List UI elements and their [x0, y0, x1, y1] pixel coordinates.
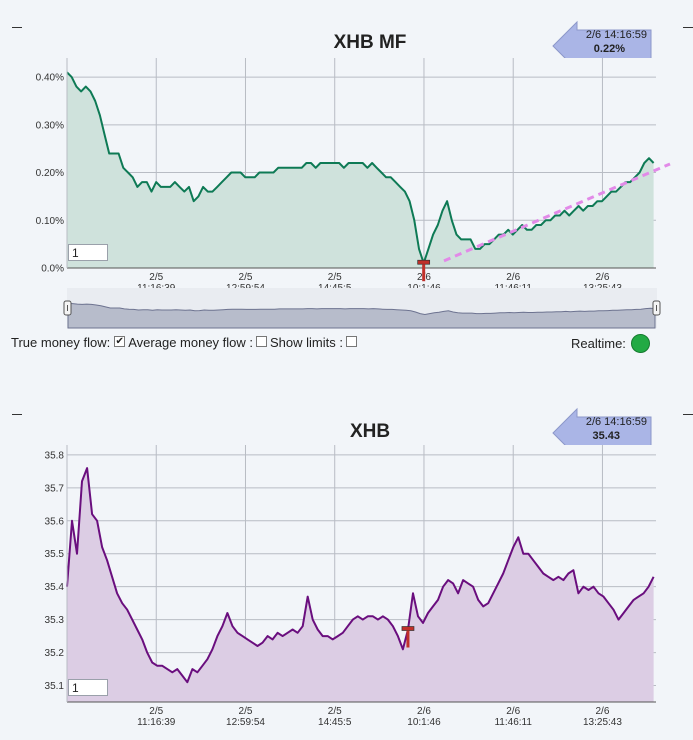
price-y-tick-label: 35.1 — [45, 681, 65, 692]
navigator[interactable] — [0, 288, 693, 329]
mf-period-input[interactable]: 1 — [68, 244, 108, 261]
mf-plot-area: 0.0%0.10%0.20%0.30%0.40%2/511:16:392/512… — [36, 58, 671, 294]
price-y-tick-label: 35.2 — [45, 648, 65, 659]
price-callout-time: 2/6 14:16:59 — [586, 416, 647, 428]
price-x-tick-date: 2/6 — [596, 706, 610, 717]
mf-x-tick-date: 2/6 — [506, 272, 520, 283]
corner-dash — [12, 27, 22, 28]
navigator-series — [67, 302, 656, 329]
price-x-tick-date: 2/6 — [506, 706, 520, 717]
mf-y-tick-label: 0.30% — [36, 120, 64, 131]
show-limits-label: Show limits : — [270, 335, 343, 350]
true-money-flow-checkbox[interactable]: ✔ — [114, 336, 126, 347]
price-event-marker[interactable] — [401, 626, 415, 648]
corner-dash — [12, 414, 22, 415]
price-callout-value: 35.43 — [592, 430, 620, 442]
price-x-tick-time: 12:59:54 — [226, 717, 265, 728]
price-chart-title: XHB — [349, 421, 391, 442]
mf-callout-value: 0.22% — [594, 43, 625, 55]
mf-y-tick-label: 0.40% — [36, 73, 64, 84]
price-series-line — [66, 467, 655, 684]
mf-x-tick-date: 2/5 — [328, 272, 342, 283]
price-y-tick-label: 35.4 — [45, 582, 65, 593]
mf-event-marker[interactable] — [417, 259, 431, 282]
mf-chart-title: XHB MF — [333, 32, 407, 53]
price-y-tick-label: 35.8 — [45, 450, 65, 461]
price-x-tick-time: 14:45:5 — [318, 717, 352, 728]
mf-x-tick-date: 2/5 — [239, 272, 253, 283]
price-period-input[interactable]: 1 — [68, 679, 108, 696]
price-plot-area: 35.135.235.335.435.535.635.735.82/511:16… — [45, 445, 656, 728]
mf-y-tick-label: 0.10% — [36, 216, 64, 227]
mf-series-line — [66, 71, 655, 265]
realtime-status-icon[interactable] — [630, 334, 650, 353]
mf-y-tick-label: 0.0% — [41, 264, 64, 275]
price-x-tick-time: 11:46:11 — [494, 717, 532, 728]
price-x-tick-date: 2/5 — [328, 706, 342, 717]
price-x-tick-time: 13:25:43 — [583, 717, 622, 728]
price-x-tick-time: 11:16:39 — [137, 717, 176, 728]
mf-x-tick-date: 2/5 — [149, 272, 163, 283]
mf-x-tick-date: 2/6 — [596, 272, 610, 283]
price-x-tick-time: 10:1:46 — [407, 717, 441, 728]
price-x-tick-date: 2/5 — [149, 706, 163, 717]
price-y-tick-label: 35.3 — [45, 615, 65, 626]
price-y-tick-label: 35.7 — [45, 483, 65, 494]
true-money-flow-label: True money flow: — [11, 335, 111, 350]
mf-trend-line — [443, 162, 671, 263]
mf-y-tick-label: 0.20% — [36, 168, 64, 179]
show-limits-checkbox[interactable] — [345, 336, 357, 347]
price-y-tick-label: 35.5 — [45, 549, 65, 560]
corner-dash — [683, 27, 693, 28]
corner-dash — [683, 414, 693, 415]
realtime-label: Realtime: — [571, 336, 626, 351]
mf-series-area — [67, 72, 654, 268]
realtime-indicator: Realtime: — [571, 334, 650, 353]
price-series-area — [67, 468, 654, 702]
mf-callout-time: 2/6 14:16:59 — [586, 29, 647, 41]
average-money-flow-label: Average money flow : — [128, 335, 254, 350]
options-bar: True money flow: ✔ Average money flow : … — [11, 335, 360, 350]
price-x-tick-date: 2/5 — [239, 706, 253, 717]
price-x-tick-date: 2/6 — [417, 706, 431, 717]
average-money-flow-checkbox[interactable] — [256, 336, 268, 347]
price-y-tick-label: 35.6 — [45, 516, 65, 527]
mf-chart[interactable]: 2/6 14:16:59 0.22% 0.0% 0.10% 0.20% 0.30% 0.… — [0, 0, 693, 300]
